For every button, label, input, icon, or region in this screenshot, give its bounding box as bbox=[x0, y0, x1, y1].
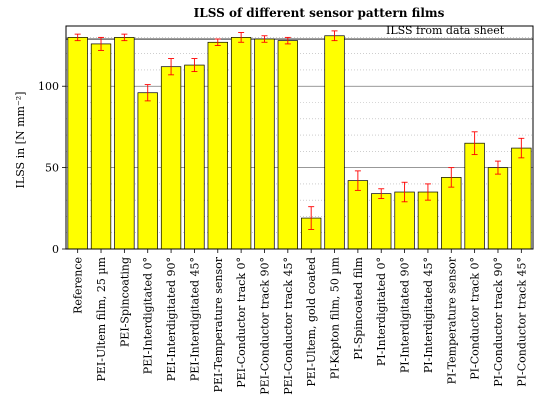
x-tick-label: PEI-Interdigitated 45° bbox=[188, 257, 201, 381]
bar bbox=[114, 37, 135, 250]
y-tick-label: 100 bbox=[38, 80, 59, 93]
x-tick-label: PI-Interdigitated 45° bbox=[422, 257, 435, 373]
bar bbox=[137, 92, 158, 250]
x-tick-label: PEI-Conductor track 90° bbox=[258, 257, 271, 395]
bar bbox=[347, 180, 369, 250]
y-tick-label: 50 bbox=[45, 162, 59, 175]
x-tick-label: PI-Conductor track 0° bbox=[469, 257, 482, 380]
x-tick-label: PI-Interdigitated 0° bbox=[375, 257, 388, 366]
plot-area: ILSS from data sheet Reference PEI-Ultem f… bbox=[38, 24, 534, 395]
x-tick-label: PEI-Interdigitated 0° bbox=[142, 257, 155, 374]
bar bbox=[160, 66, 182, 250]
x-tick-label: PEI-Interdigitated 90° bbox=[165, 257, 178, 381]
plot-frame bbox=[65, 25, 534, 250]
x-tick-label: PEI-Conductor track 0° bbox=[235, 257, 248, 388]
bar bbox=[487, 167, 509, 250]
x-tick-label: PEI-Conductor track 45° bbox=[282, 257, 295, 395]
x-tick-label: PI-Conductor track 45° bbox=[515, 257, 528, 387]
bar bbox=[371, 193, 392, 250]
bar bbox=[207, 41, 228, 250]
bar bbox=[230, 37, 252, 250]
bar bbox=[90, 43, 112, 250]
y-tick-label: 0 bbox=[52, 243, 59, 256]
bar bbox=[67, 37, 88, 250]
x-tick-label: PI-Temperature sensor bbox=[445, 256, 458, 384]
x-tick-label: PEI-Spincoating bbox=[118, 257, 131, 347]
x-tick-label: PEI-Temperature sensor bbox=[212, 256, 225, 392]
bar bbox=[277, 40, 298, 250]
x-tick-label: PI-Interdigitated 90° bbox=[399, 257, 412, 373]
plot-background bbox=[66, 26, 533, 249]
bar bbox=[254, 38, 275, 250]
x-tick-label: PEI-Ultem, gold coated bbox=[305, 257, 318, 387]
bar bbox=[324, 35, 345, 250]
bar bbox=[184, 64, 205, 250]
bar bbox=[464, 142, 485, 250]
x-tick-label: PI-Conductor track 90° bbox=[492, 257, 505, 387]
chart-title: ILSS of different sensor pattern films bbox=[194, 6, 445, 20]
x-tick-label: PI-Spincoated film bbox=[352, 256, 365, 359]
bar bbox=[441, 177, 462, 250]
bar bbox=[511, 147, 532, 250]
reference-line-label: ILSS from data sheet bbox=[386, 24, 505, 37]
y-axis-label: ILSS in [N mm⁻²] bbox=[14, 92, 27, 189]
x-tick-label: Reference bbox=[72, 257, 85, 314]
x-tick-label: PEI-Ultem film, 25 µm bbox=[95, 256, 108, 381]
x-tick-label: PI-Kapton film, 50 µm bbox=[329, 256, 342, 379]
